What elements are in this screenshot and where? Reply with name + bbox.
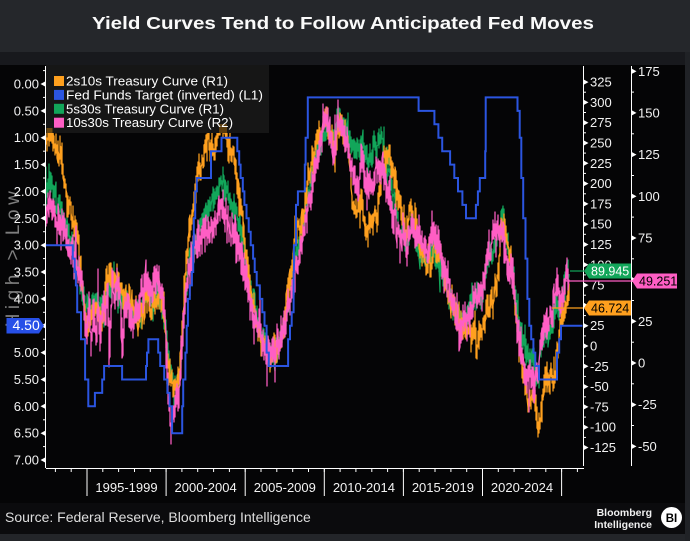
svg-text:125: 125 xyxy=(590,237,612,252)
svg-text:6.00: 6.00 xyxy=(14,399,39,414)
svg-text:89.945: 89.945 xyxy=(591,265,629,279)
svg-text:5s30s Treasury Curve (R1): 5s30s Treasury Curve (R1) xyxy=(66,101,224,116)
svg-text:1.50: 1.50 xyxy=(14,157,39,172)
svg-text:Yield Curves Tend to Follow An: Yield Curves Tend to Follow Anticipated … xyxy=(92,13,594,33)
svg-text:0: 0 xyxy=(590,339,597,354)
svg-text:300: 300 xyxy=(590,95,612,110)
svg-text:2015-2019: 2015-2019 xyxy=(412,480,474,495)
svg-text:2000-2004: 2000-2004 xyxy=(175,480,237,495)
svg-text:Source: Federal Reserve, Bloom: Source: Federal Reserve, Bloomberg Intel… xyxy=(5,509,311,525)
svg-text:0.50: 0.50 xyxy=(14,103,39,118)
svg-text:150: 150 xyxy=(638,105,660,120)
svg-text:175: 175 xyxy=(638,64,660,79)
svg-text:-25: -25 xyxy=(590,359,609,374)
svg-text:150: 150 xyxy=(590,217,612,232)
svg-text:-100: -100 xyxy=(590,420,616,435)
svg-text:25: 25 xyxy=(638,314,652,329)
svg-text:Fed Funds Target (inverted) (L: Fed Funds Target (inverted) (L1) xyxy=(66,87,263,102)
svg-text:46.724: 46.724 xyxy=(591,302,629,316)
svg-text:BI: BI xyxy=(666,513,678,525)
svg-text:2010-2014: 2010-2014 xyxy=(333,480,395,495)
svg-text:325: 325 xyxy=(590,75,612,90)
svg-text:2.00: 2.00 xyxy=(14,184,39,199)
svg-text:1995-1999: 1995-1999 xyxy=(95,480,157,495)
svg-text:0.00: 0.00 xyxy=(14,77,39,92)
svg-text:5.00: 5.00 xyxy=(14,345,39,360)
svg-text:Intelligence: Intelligence xyxy=(594,519,652,531)
svg-text:4.50: 4.50 xyxy=(13,317,40,333)
svg-text:49.251: 49.251 xyxy=(639,275,677,289)
svg-text:3.00: 3.00 xyxy=(14,238,39,253)
svg-text:2005-2009: 2005-2009 xyxy=(254,480,316,495)
svg-text:275: 275 xyxy=(590,115,612,130)
svg-text:-75: -75 xyxy=(590,399,609,414)
svg-text:0: 0 xyxy=(638,356,645,371)
svg-text:75: 75 xyxy=(590,278,604,293)
svg-text:-125: -125 xyxy=(590,440,616,455)
svg-text:2s10s Treasury Curve (R1): 2s10s Treasury Curve (R1) xyxy=(66,74,228,89)
svg-text:75: 75 xyxy=(638,231,652,246)
svg-text:4.00: 4.00 xyxy=(14,291,39,306)
svg-text:175: 175 xyxy=(590,196,612,211)
svg-text:200: 200 xyxy=(590,176,612,191)
svg-text:1.00: 1.00 xyxy=(14,130,39,145)
svg-text:225: 225 xyxy=(590,156,612,171)
svg-text:High > Low: High > Low xyxy=(3,187,24,328)
svg-text:2.50: 2.50 xyxy=(14,211,39,226)
svg-text:-50: -50 xyxy=(638,439,657,454)
svg-text:100: 100 xyxy=(638,189,660,204)
svg-text:10s30s Treasury Curve (R2): 10s30s Treasury Curve (R2) xyxy=(66,115,233,130)
svg-text:-25: -25 xyxy=(638,397,657,412)
svg-text:-50: -50 xyxy=(590,379,609,394)
svg-text:7.00: 7.00 xyxy=(14,453,39,468)
svg-text:2020-2024: 2020-2024 xyxy=(491,480,553,495)
svg-text:250: 250 xyxy=(590,136,612,151)
svg-text:6.50: 6.50 xyxy=(14,426,39,441)
svg-text:Bloomberg: Bloomberg xyxy=(597,507,652,519)
svg-text:125: 125 xyxy=(638,147,660,162)
svg-text:5.50: 5.50 xyxy=(14,372,39,387)
svg-text:3.50: 3.50 xyxy=(14,265,39,280)
svg-text:25: 25 xyxy=(590,318,604,333)
